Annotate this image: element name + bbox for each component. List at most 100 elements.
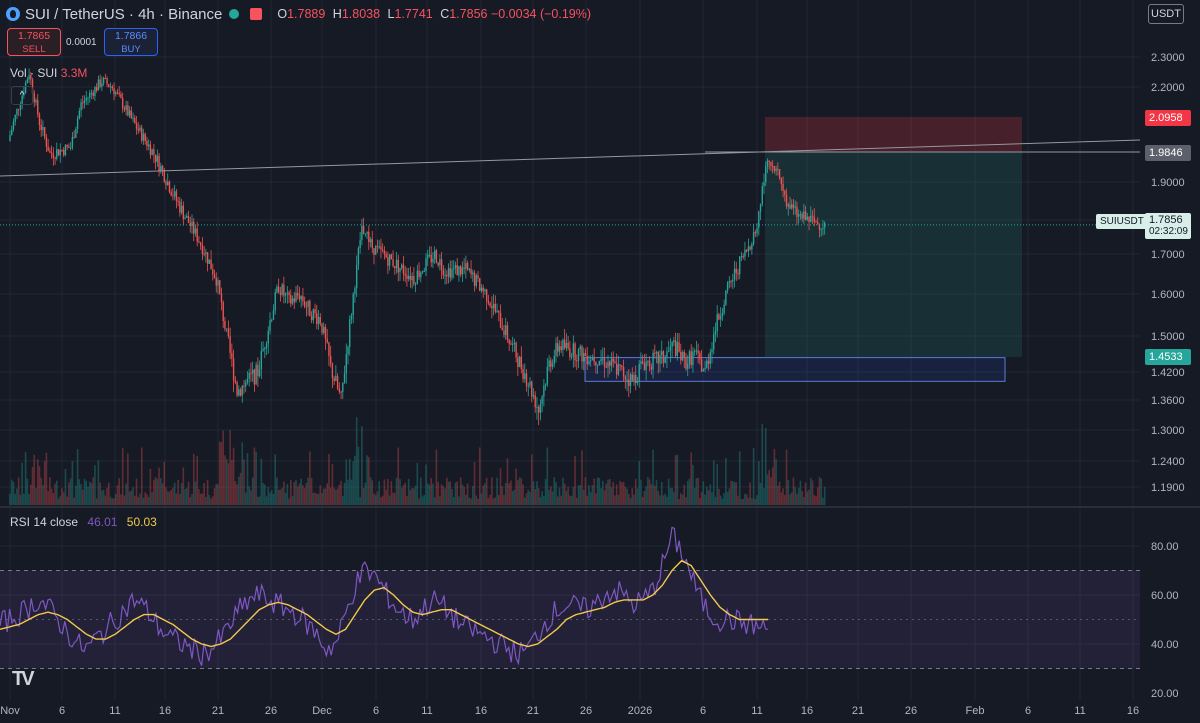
volume-bar [525, 493, 528, 505]
volume-bar [402, 485, 405, 505]
volume-bar [347, 479, 349, 505]
volume-bar [260, 458, 263, 505]
volume-bar [664, 493, 666, 505]
candle-body [142, 133, 145, 141]
candle-body [227, 328, 230, 337]
candle-body [378, 246, 380, 248]
candle-body [801, 214, 803, 219]
candle-body [789, 204, 791, 209]
volume-bar [404, 482, 406, 505]
volume-bar [82, 489, 84, 505]
candle-body [409, 275, 412, 281]
symbol-title[interactable]: SUI / TetherUS · 4h · Binance [25, 5, 223, 23]
volume-bar [270, 490, 273, 505]
volume-bar [348, 458, 351, 505]
candle-body [121, 97, 124, 109]
chart-header: SUI / TetherUS · 4h · Binance O1.7889 H1… [6, 4, 591, 24]
volume-bar [690, 452, 692, 505]
volume-bar [588, 485, 590, 505]
rsi-pane[interactable] [0, 526, 1140, 669]
volume-bar [723, 493, 725, 505]
volume-bar [454, 482, 457, 505]
candle-body [357, 248, 360, 265]
candle-body [713, 334, 715, 350]
volume-bar [543, 495, 545, 505]
sell-button[interactable]: 1.7865 SELL [7, 28, 61, 56]
time-tick-label: 6 [373, 705, 379, 717]
volume-bar [491, 477, 493, 505]
candle-body [134, 117, 136, 124]
buy-button[interactable]: 1.7866 BUY [104, 28, 158, 56]
candle-body [75, 129, 77, 138]
volume-bar [574, 456, 576, 505]
candle-body [569, 348, 571, 357]
candle-body [362, 225, 365, 234]
candle-body [446, 274, 448, 277]
candle-body [666, 351, 668, 358]
volume-bar [381, 495, 384, 505]
candle-body [747, 246, 750, 252]
candle-body [414, 283, 417, 285]
drawing-zones[interactable] [584, 117, 1022, 382]
volume-bar [137, 497, 140, 505]
candle-body [333, 377, 335, 382]
bar-countdown: 02:32:09 [1149, 226, 1188, 237]
candle-body [791, 204, 793, 209]
volume-bar [728, 488, 731, 505]
candle-body [591, 357, 594, 361]
candle-body [345, 354, 347, 374]
volume-bar [269, 492, 271, 505]
volume-bar [281, 487, 283, 505]
candle-body [508, 339, 510, 344]
volume-bar [134, 495, 136, 505]
candle-body [796, 206, 798, 217]
volume-bar [641, 497, 644, 505]
candle-body [709, 352, 711, 364]
candle-body [281, 284, 283, 295]
volume-bar [425, 464, 427, 505]
volume-bar [416, 463, 419, 505]
volume-bar [168, 491, 171, 505]
time-tick-label: Dec [312, 705, 332, 717]
candle-body [479, 278, 481, 291]
candle-body [364, 233, 367, 235]
candle-body [524, 373, 526, 379]
currency-selector[interactable]: USDT [1148, 4, 1184, 24]
tradingview-logo[interactable]: TV [12, 668, 34, 690]
volume-bar [740, 498, 743, 505]
volume-bar [562, 477, 564, 505]
candle-body [113, 88, 115, 95]
candle-body [392, 259, 394, 267]
candle-body [522, 369, 524, 379]
volume-bar [517, 480, 519, 505]
volume-bar [537, 488, 540, 505]
volume-bar [172, 487, 174, 505]
candle-body [648, 360, 651, 367]
volume-legend[interactable]: Vol · SUI 3.3M [10, 66, 87, 80]
volume-bar [264, 484, 266, 505]
flag-icon[interactable] [250, 8, 263, 20]
candlesticks[interactable] [9, 68, 826, 426]
candle-body [451, 269, 453, 278]
drawing-lines[interactable] [0, 139, 1141, 226]
volume-bar [761, 423, 764, 505]
volume-bar [160, 478, 162, 505]
volume-bar [615, 484, 618, 505]
volume-bar [217, 484, 219, 505]
volume-bar [173, 482, 176, 505]
rsi-legend[interactable]: RSI 14 close 46.01 50.03 [10, 515, 157, 529]
time-tick-label: 16 [1127, 705, 1139, 717]
collapse-legend-button[interactable]: ^ [11, 86, 33, 105]
candle-body [286, 292, 289, 294]
candle-body [778, 169, 781, 179]
volume-bar [759, 482, 762, 505]
candle-body [815, 221, 817, 223]
price-tick-label: 1.9000 [1151, 177, 1185, 189]
volume-bar [338, 484, 341, 505]
volume-bar [52, 493, 55, 505]
volume-bar [518, 477, 521, 505]
candle-body [659, 355, 661, 364]
spread-value: 0.0001 [66, 37, 97, 48]
volume-bar [553, 477, 556, 505]
